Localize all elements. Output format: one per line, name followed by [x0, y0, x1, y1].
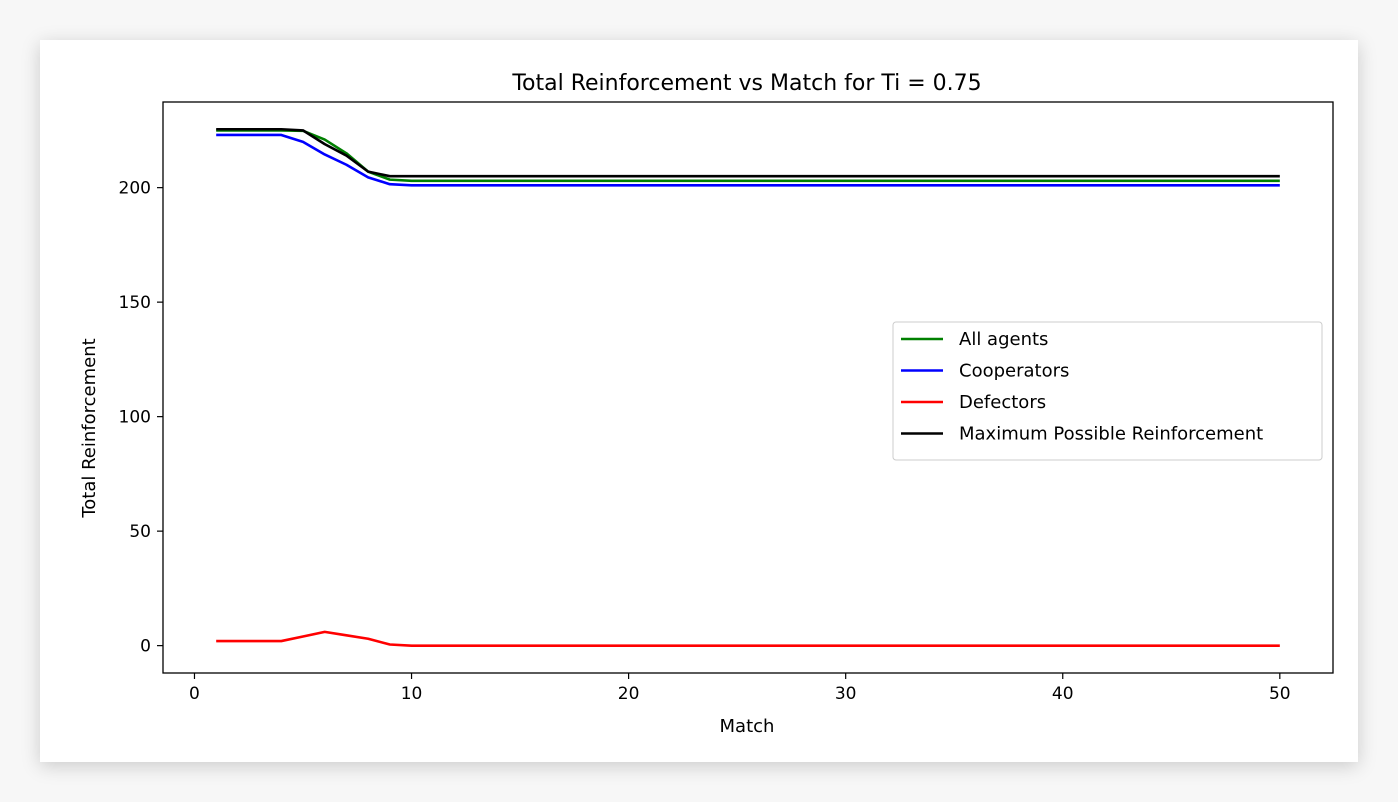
- series-line-3: [216, 127, 1280, 178]
- legend-label: Maximum Possible Reinforcement: [959, 424, 1263, 445]
- plot-lines: [216, 127, 1280, 647]
- y-tick-label: 0: [140, 637, 151, 657]
- y-axis-label: Total Reinforcement: [79, 338, 100, 518]
- legend: All agents Cooperators Defectors Maximum Po…: [892, 321, 1323, 461]
- axis-ticks: 0 10 20 30 40 50 0 50 100 150 200: [119, 179, 1291, 704]
- y-tick-label: 150: [119, 293, 151, 313]
- legend-box: [892, 321, 1323, 461]
- line-chart: Total Reinforcement vs Match for Ti = 0.…: [79, 71, 1334, 737]
- x-axis-label: Match: [720, 716, 775, 737]
- series-line-0: [216, 129, 1280, 183]
- x-tick-label: 20: [618, 684, 640, 704]
- x-tick-label: 40: [1052, 684, 1074, 704]
- figure-card: Total Reinforcement vs Match for Ti = 0.…: [40, 40, 1358, 762]
- x-tick-label: 30: [835, 684, 857, 704]
- x-tick-label: 10: [401, 684, 423, 704]
- legend-label: All agents: [959, 329, 1048, 350]
- x-tick-label: 50: [1269, 684, 1291, 704]
- chart-title: Total Reinforcement vs Match for Ti = 0.…: [511, 71, 981, 96]
- x-tick-label: 0: [189, 684, 200, 704]
- y-tick-label: 200: [119, 179, 151, 199]
- series-line-1: [216, 133, 1280, 187]
- legend-label: Cooperators: [959, 361, 1069, 382]
- plot-frame: [162, 101, 1334, 674]
- y-tick-label: 50: [129, 522, 151, 542]
- legend-label: Defectors: [959, 392, 1046, 413]
- series-line-2: [216, 630, 1280, 647]
- y-tick-label: 100: [119, 408, 151, 428]
